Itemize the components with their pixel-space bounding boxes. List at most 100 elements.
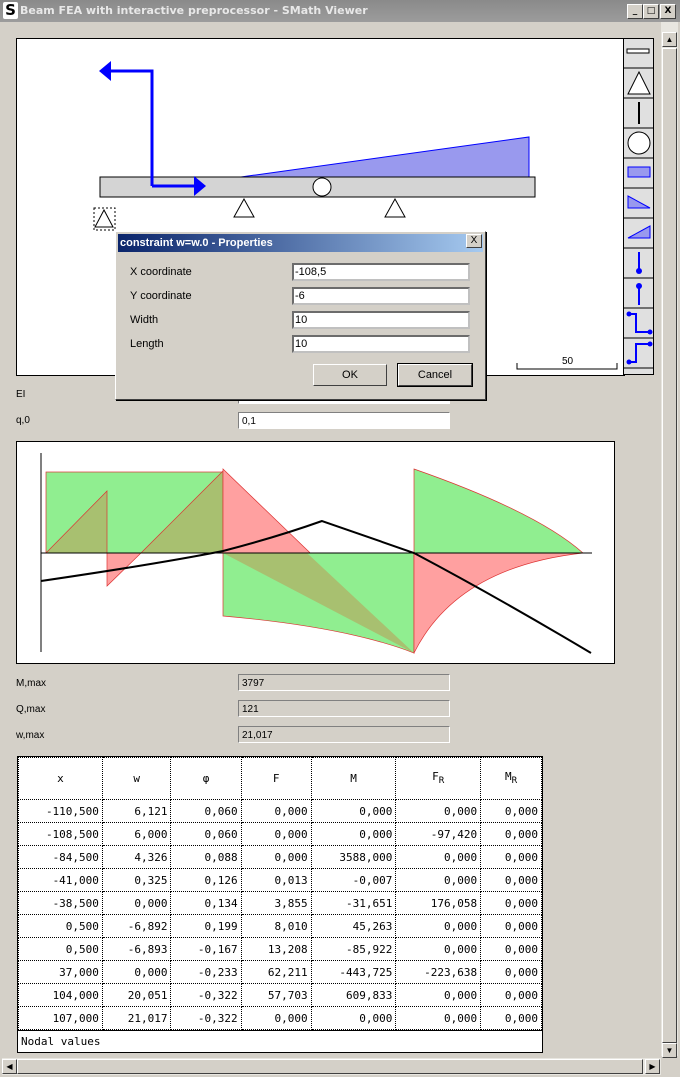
table-cell: 0,500 [18, 937, 103, 961]
table-caption: Nodal values [18, 1030, 542, 1052]
column-header: x [18, 757, 103, 800]
title-bar: S Beam FEA with interactive preprocessor… [0, 0, 680, 22]
scroll-up-button[interactable]: ▲ [662, 32, 677, 47]
table-cell: 0,134 [170, 891, 242, 915]
horizontal-scroll-thumb[interactable] [17, 1059, 643, 1074]
moment-ccw-icon[interactable] [626, 341, 653, 365]
qmax-label: Q,max [16, 704, 46, 715]
beam-model-drawing [93, 61, 618, 370]
x-coordinate-input[interactable]: -108,5 [292, 263, 470, 281]
table-cell: 0,000 [480, 868, 542, 892]
decreasing-load-icon[interactable] [627, 195, 651, 209]
moment-cw-icon[interactable] [626, 311, 653, 335]
force-down-icon[interactable] [636, 252, 642, 274]
increasing-load-icon[interactable] [627, 225, 651, 239]
close-button[interactable]: X [660, 4, 676, 19]
table-cell: -108,500 [18, 822, 103, 846]
table-cell: -97,420 [395, 822, 482, 846]
table-cell: 0,000 [240, 799, 312, 823]
table-cell: -223,638 [395, 960, 482, 984]
window-title: Beam FEA with interactive preprocessor -… [20, 4, 368, 17]
ei-label: EI [16, 389, 26, 400]
table-cell: 45,263 [310, 914, 397, 938]
table-row: -38,500 0,000 0,134 3,855 -31,651 176,058 0,00… [18, 891, 542, 915]
table-cell: 57,703 [240, 983, 312, 1007]
table-cell: 0,199 [170, 914, 242, 938]
table-cell: 0,000 [101, 891, 172, 915]
header-label: M [504, 770, 512, 784]
table-cell: 0,000 [395, 845, 482, 869]
table-cell: -0,167 [170, 937, 242, 961]
table-cell: 8,010 [240, 914, 312, 938]
cancel-button[interactable]: Cancel [397, 363, 473, 387]
table-cell: 0,000 [480, 983, 542, 1007]
scroll-left-button[interactable]: ◀ [2, 1059, 17, 1074]
force-up-icon[interactable] [636, 283, 642, 305]
wmax-label: w,max [16, 730, 45, 741]
table-cell: -110,500 [18, 799, 103, 823]
column-header: FR [395, 757, 482, 800]
table-cell: 20,051 [101, 983, 172, 1007]
horizontal-scrollbar[interactable]: ◀ ▶ [2, 1058, 661, 1075]
uniform-load-icon[interactable] [627, 166, 651, 178]
table-cell: 0,000 [480, 914, 542, 938]
table-cell: -0,322 [170, 983, 242, 1007]
header-label: w [133, 772, 141, 785]
table-cell: 3588,000 [310, 845, 397, 869]
maximize-button[interactable]: □ [643, 4, 659, 19]
header-label: F [272, 772, 280, 785]
column-header: M [310, 757, 397, 800]
table-cell: 0,000 [240, 845, 312, 869]
wmax-value: 21,017 [238, 726, 450, 743]
mmax-label: M,max [16, 678, 46, 689]
vertical-scrollbar[interactable]: ▲ ▼ [661, 22, 678, 1058]
vertical-scroll-thumb[interactable] [662, 48, 677, 1043]
length-input[interactable]: 10 [292, 335, 470, 353]
y-coordinate-label: Y coordinate [130, 290, 192, 302]
table-cell: -31,651 [310, 891, 397, 915]
column-header: φ [170, 757, 242, 800]
y-coordinate-input[interactable]: -6 [292, 287, 470, 305]
table-cell: 104,000 [18, 983, 103, 1007]
dialog-title: constraint w=w.0 - Properties [118, 234, 483, 252]
table-row: 37,000 0,000 -0,233 62,211 -443,725 -223,638 0… [18, 960, 542, 984]
table-cell: 0,060 [170, 822, 242, 846]
table-row: 107,000 21,017 -0,322 0,000 0,000 0,000 0,000 [18, 1006, 542, 1030]
table-cell: -0,233 [170, 960, 242, 984]
table-cell: 37,000 [18, 960, 103, 984]
table-cell: -443,725 [310, 960, 397, 984]
header-label: F [432, 770, 439, 784]
table-cell: -85,922 [310, 937, 397, 961]
width-label: Width [130, 314, 159, 326]
mmax-value: 3797 [238, 674, 450, 691]
support-triangle-icon[interactable] [627, 70, 651, 95]
qmax-value: 121 [238, 700, 450, 717]
width-input[interactable]: 10 [292, 311, 470, 329]
scroll-right-button[interactable]: ▶ [645, 1059, 660, 1074]
table-cell: 0,000 [480, 937, 542, 961]
app-logo: S [3, 2, 18, 19]
table-row: -41,000 0,325 0,126 0,013 -0,007 0,000 0,000 [18, 868, 542, 892]
table-row: 0,500 -6,892 0,199 8,010 45,263 0,000 0,000 [18, 914, 542, 938]
beam-icon[interactable] [626, 48, 650, 54]
header-label: φ [202, 772, 210, 785]
table-cell: 0,000 [480, 799, 542, 823]
header-label: M [350, 772, 357, 785]
length-label: Length [130, 338, 164, 350]
header-subscript: R [438, 775, 445, 787]
scroll-down-button[interactable]: ▼ [662, 1043, 677, 1058]
minimize-button[interactable]: _ [627, 4, 643, 19]
dialog-close-button[interactable]: X [466, 234, 482, 248]
table-cell: 609,833 [310, 983, 397, 1007]
table-cell: 0,060 [170, 799, 242, 823]
table-cell: -6,893 [101, 937, 172, 961]
table-cell: 0,000 [395, 868, 482, 892]
q0-label: q,0 [16, 415, 30, 426]
ok-button[interactable]: OK [313, 364, 387, 386]
table-cell: 0,325 [101, 868, 172, 892]
q0-input[interactable]: 0,1 [238, 412, 450, 429]
joint-circle-icon[interactable] [627, 131, 651, 155]
table-cell: 0,126 [170, 868, 242, 892]
table-cell: 0,000 [101, 960, 172, 984]
table-cell: 0,000 [395, 799, 482, 823]
